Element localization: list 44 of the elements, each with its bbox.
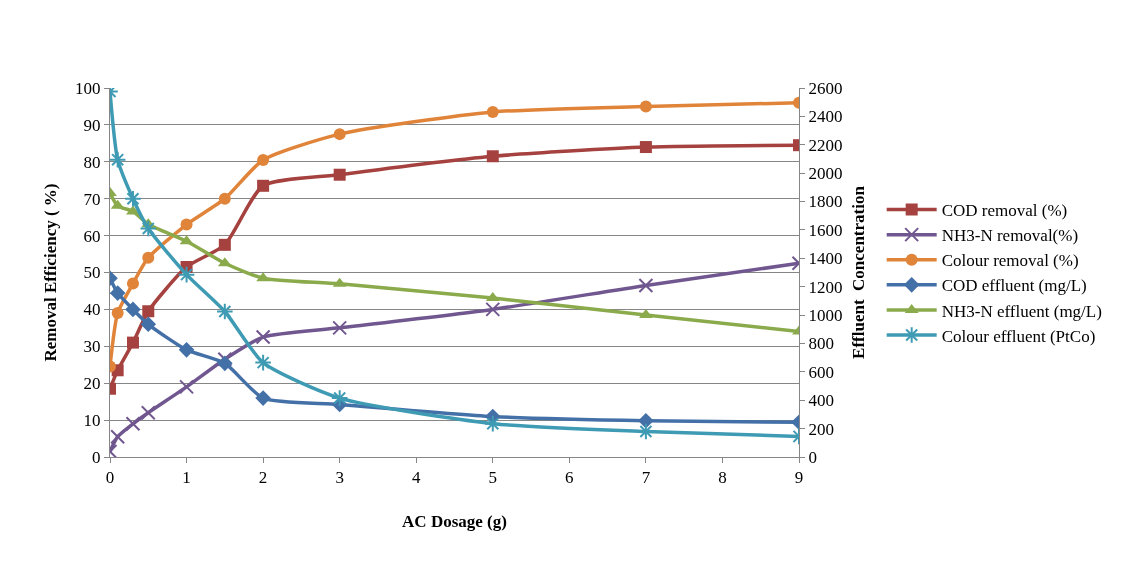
y2-tick-label: 1200: [808, 277, 843, 297]
x-axis-title: AC Dosage (g): [402, 511, 507, 531]
y2-tick-label: 1800: [808, 192, 843, 212]
y-tick-label: 80: [83, 152, 101, 172]
y2-tick-label: 2200: [808, 135, 843, 155]
y2-tick-label: 1600: [808, 220, 843, 240]
y2-tick-label: 1400: [808, 249, 843, 269]
y2-tick-label: 400: [808, 391, 834, 411]
y-tick-label: 90: [83, 115, 101, 135]
y-tick-label: 20: [83, 374, 101, 394]
y-tick-label: 0: [92, 447, 101, 467]
legend-label: NH3-N effluent (mg/L): [941, 301, 1102, 321]
x-tick-label: 1: [182, 468, 191, 488]
y2-tick-label: 800: [808, 334, 834, 354]
y-tick-label: 100: [75, 78, 101, 98]
x-tick-label: 2: [258, 468, 268, 488]
y2-tick-label: 1000: [808, 306, 843, 326]
x-tick-label: 4: [411, 468, 421, 488]
x-tick-label: 8: [718, 468, 727, 488]
y2-tick-label: 600: [808, 362, 834, 382]
y2-tick-label: 2000: [808, 164, 843, 184]
y-axis-title: Removal Efficiency ( %): [40, 183, 60, 362]
x-tick-label: 5: [488, 468, 498, 488]
legend-label: NH3-N removal(%): [941, 226, 1079, 246]
legend-label: Colour removal (%): [941, 251, 1079, 271]
legend-label: COD effluent (mg/L): [941, 276, 1087, 296]
y2-tick-label: 2600: [808, 78, 843, 98]
y2-axis-title: Effluent Concentration: [848, 185, 868, 359]
y2-tick-label: 0: [808, 447, 817, 467]
y-tick-label: 40: [83, 300, 101, 320]
y2-tick-label: 2400: [808, 107, 843, 127]
x-tick-label: 7: [641, 468, 651, 488]
y-tick-label: 30: [83, 337, 101, 357]
x-tick-label: 3: [335, 468, 344, 488]
x-tick-label: 9: [794, 468, 804, 488]
y-tick-label: 70: [83, 189, 101, 209]
legend-label: Colour effluent (PtCo): [941, 326, 1096, 346]
y-tick-label: 50: [83, 263, 101, 283]
y-tick-label: 10: [83, 411, 101, 431]
y2-tick-label: 200: [808, 419, 834, 439]
x-tick-label: 0: [105, 468, 115, 488]
legend-label: COD removal (%): [941, 201, 1068, 221]
y-tick-label: 60: [83, 226, 101, 246]
x-tick-label: 6: [565, 468, 574, 488]
